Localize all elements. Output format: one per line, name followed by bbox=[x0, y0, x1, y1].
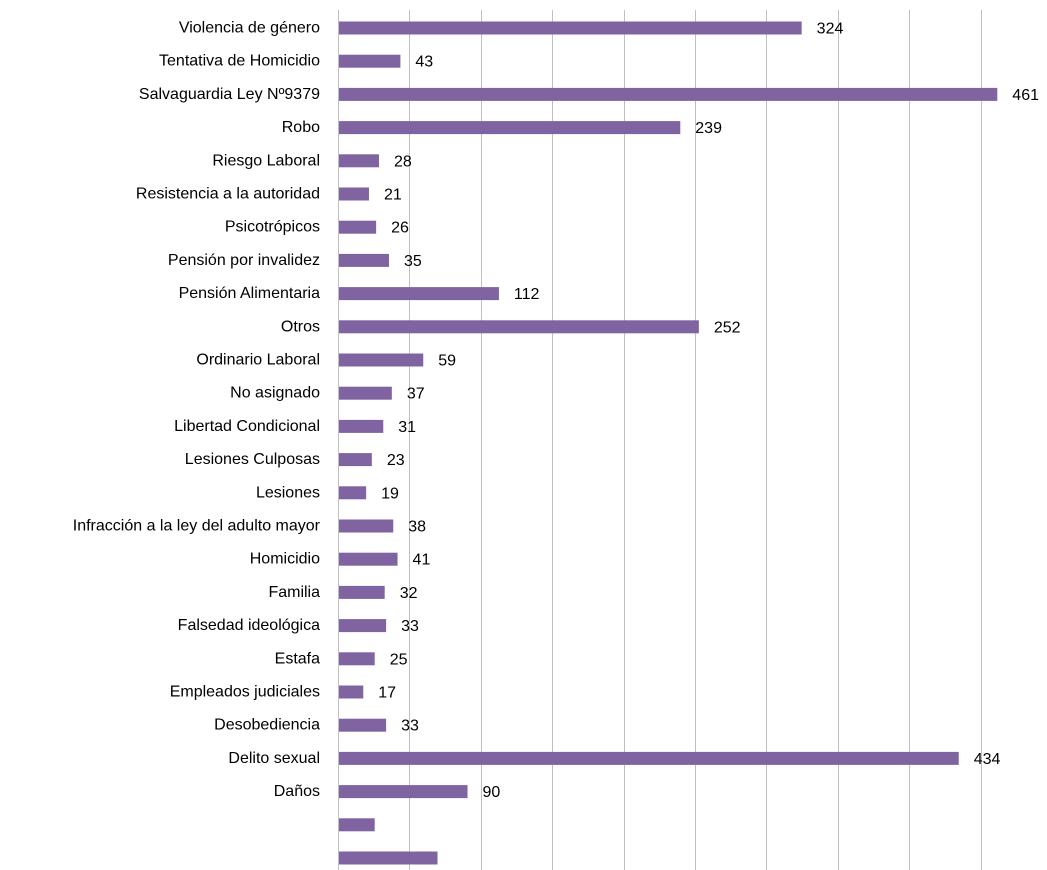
value-label: 26 bbox=[391, 220, 409, 237]
value-label: 21 bbox=[384, 187, 402, 204]
bar-10 bbox=[339, 353, 424, 367]
bar-15 bbox=[339, 519, 394, 533]
category-label: Libertad Condicional bbox=[174, 418, 320, 435]
bar-22 bbox=[339, 751, 959, 765]
value-label: 28 bbox=[394, 153, 412, 170]
value-label: 239 bbox=[695, 120, 722, 137]
category-label: Pensión por invalidez bbox=[168, 252, 320, 269]
bar-17 bbox=[339, 585, 385, 599]
category-label: Salvaguardia Ley Nº9379 bbox=[139, 86, 320, 103]
category-label: Estafa bbox=[275, 650, 320, 667]
value-labels: 324 43 461 239 28 21 26 35 112 252 59 37 31 23 19 38 41 3… bbox=[378, 21, 1039, 802]
value-label: 43 bbox=[415, 54, 433, 71]
bar-23 bbox=[339, 785, 468, 799]
category-label: Infracción a la ley del adulto mayor bbox=[73, 518, 321, 535]
bar-0 bbox=[339, 21, 802, 35]
bar-18 bbox=[339, 619, 387, 633]
bar-20 bbox=[339, 685, 364, 699]
category-label: Homicidio bbox=[250, 551, 320, 568]
value-label: 19 bbox=[381, 485, 399, 502]
value-label: 33 bbox=[401, 718, 419, 735]
category-label: Riesgo Laboral bbox=[212, 152, 320, 169]
value-label: 23 bbox=[387, 452, 405, 469]
bar-9 bbox=[339, 320, 699, 334]
value-label: 31 bbox=[398, 419, 416, 436]
bar-25 bbox=[339, 851, 438, 865]
category-label: Falsedad ideológica bbox=[178, 617, 320, 634]
bar-3 bbox=[339, 121, 681, 135]
value-label: 25 bbox=[390, 651, 408, 668]
value-label: 434 bbox=[974, 751, 1001, 768]
value-label: 90 bbox=[483, 784, 501, 801]
category-labels: Violencia de género Tentativa de Homicidi… bbox=[73, 20, 321, 801]
category-label: No asignado bbox=[230, 385, 320, 402]
category-label: Daños bbox=[274, 783, 320, 800]
category-label: Lesiones bbox=[256, 484, 320, 501]
category-label: Resistencia a la autoridad bbox=[136, 186, 320, 203]
bar-1 bbox=[339, 54, 401, 68]
category-label: Robo bbox=[282, 119, 320, 136]
value-label: 41 bbox=[413, 552, 431, 569]
category-label: Psicotrópicos bbox=[225, 219, 320, 236]
value-label: 252 bbox=[714, 319, 741, 336]
bar-2 bbox=[339, 87, 998, 101]
bar-19 bbox=[339, 652, 375, 666]
bar-6 bbox=[339, 220, 377, 234]
bar-21 bbox=[339, 718, 387, 732]
value-label: 37 bbox=[407, 386, 425, 403]
category-label: Desobediencia bbox=[214, 717, 320, 734]
value-label: 35 bbox=[404, 253, 422, 270]
bars bbox=[339, 21, 998, 865]
value-label: 33 bbox=[401, 618, 419, 635]
bar-14 bbox=[339, 486, 367, 500]
value-label: 59 bbox=[438, 353, 456, 370]
bar-16 bbox=[339, 552, 398, 566]
category-label: Otros bbox=[281, 318, 320, 335]
category-label: Violencia de género bbox=[179, 20, 320, 37]
value-label: 461 bbox=[1012, 87, 1039, 104]
value-label: 38 bbox=[408, 519, 426, 536]
category-label: Familia bbox=[268, 584, 320, 601]
bar-11 bbox=[339, 386, 392, 400]
category-label: Ordinario Laboral bbox=[196, 352, 320, 369]
bar-24 bbox=[339, 818, 375, 832]
category-label: Tentativa de Homicidio bbox=[159, 53, 320, 70]
value-label: 17 bbox=[378, 685, 396, 702]
value-label: 32 bbox=[400, 585, 418, 602]
gridlines bbox=[338, 10, 982, 870]
bar-13 bbox=[339, 453, 372, 467]
bar-12 bbox=[339, 419, 384, 433]
category-label: Delito sexual bbox=[228, 750, 320, 767]
category-label: Empleados judiciales bbox=[170, 684, 320, 701]
category-label: Pensión Alimentaria bbox=[179, 285, 321, 302]
category-label: Lesiones Culposas bbox=[185, 451, 320, 468]
value-label: 324 bbox=[817, 21, 844, 38]
value-label: 112 bbox=[514, 286, 540, 303]
bar-5 bbox=[339, 187, 369, 201]
bar-8 bbox=[339, 287, 499, 301]
bar-4 bbox=[339, 154, 379, 168]
bar-7 bbox=[339, 253, 389, 267]
